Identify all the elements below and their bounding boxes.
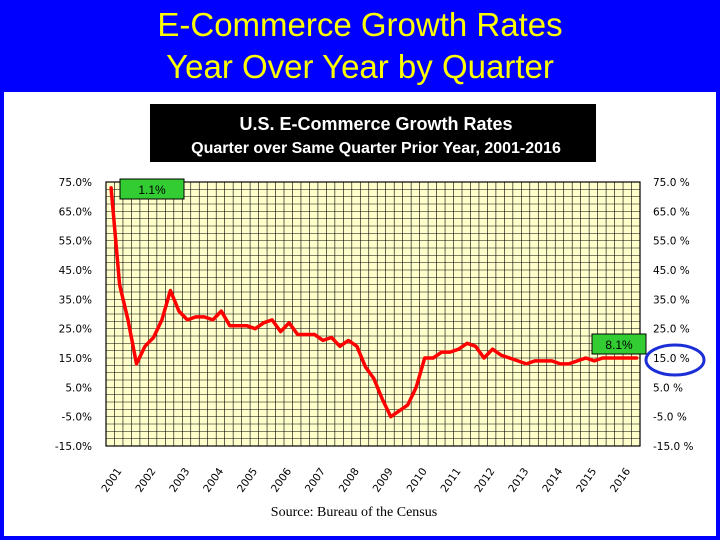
x-tick-label: 2016 bbox=[608, 466, 633, 495]
callout-label-2: 8.1% bbox=[605, 338, 633, 352]
y-tick-label-left: -15.0% bbox=[55, 441, 92, 453]
slide-title-line-1: E-Commerce Growth Rates bbox=[157, 6, 563, 43]
callout-label-1: 1.1% bbox=[138, 183, 166, 197]
chart-title-box bbox=[150, 104, 596, 162]
slide-title: E-Commerce Growth Rates Year Over Year b… bbox=[0, 4, 720, 88]
x-tick-label: 2005 bbox=[235, 466, 260, 495]
x-tick-label: 2008 bbox=[337, 466, 362, 495]
callout-box-2 bbox=[591, 333, 647, 355]
y-tick-label-left: 65.0% bbox=[59, 206, 92, 218]
callout-box-1 bbox=[119, 178, 185, 200]
y-tick-label-right: -15.0 % bbox=[653, 441, 694, 453]
x-tick-label: 2013 bbox=[506, 466, 531, 495]
x-tick-label: 2001 bbox=[99, 466, 124, 495]
y-tick-label-right: -5.0 % bbox=[653, 412, 687, 424]
x-tick-label: 2006 bbox=[269, 466, 294, 495]
chart-title: U.S. E-Commerce Growth Rates bbox=[239, 114, 512, 134]
y-tick-label-right: 75.0 % bbox=[653, 177, 690, 189]
chart-subtitle: Quarter over Same Quarter Prior Year, 20… bbox=[191, 140, 561, 157]
x-tick-label: 2012 bbox=[472, 466, 497, 495]
x-tick-label: 2010 bbox=[405, 466, 430, 495]
y-tick-label-right: 5.0 % bbox=[653, 382, 683, 394]
y-tick-label-right: 45.0 % bbox=[653, 265, 690, 277]
x-tick-label: 2009 bbox=[371, 466, 396, 495]
y-tick-label-left: 35.0% bbox=[59, 294, 92, 306]
plot-border bbox=[105, 181, 641, 447]
growth-rate-line bbox=[109, 186, 639, 419]
y-tick-label-left: 15.0% bbox=[59, 353, 92, 365]
y-tick-label-right: 25.0 % bbox=[653, 324, 690, 336]
chart-source: Source: Bureau of the Census bbox=[271, 505, 437, 520]
y-tick-label-left: -5.0% bbox=[62, 412, 92, 424]
slide-title-line-2: Year Over Year by Quarter bbox=[166, 48, 554, 85]
x-tick-label: 2014 bbox=[540, 466, 565, 495]
y-tick-label-left: 45.0% bbox=[59, 265, 92, 277]
y-tick-label-right: 15.0 % bbox=[653, 353, 690, 365]
x-tick-label: 2002 bbox=[133, 466, 158, 495]
x-tick-label: 2004 bbox=[201, 466, 226, 495]
x-tick-label: 2011 bbox=[438, 466, 463, 495]
y-tick-label-left: 25.0% bbox=[59, 324, 92, 336]
y-tick-label-right: 65.0 % bbox=[653, 206, 690, 218]
y-tick-label-left: 55.0% bbox=[59, 236, 92, 248]
x-tick-label: 2003 bbox=[167, 466, 192, 495]
x-tick-label: 2007 bbox=[303, 466, 328, 495]
highlight-circle bbox=[644, 343, 706, 377]
x-tick-label: 2015 bbox=[574, 466, 599, 495]
y-tick-label-right: 35.0 % bbox=[653, 294, 690, 306]
chart-panel: U.S. E-Commerce Growth Rates Quarter ove… bbox=[4, 92, 716, 536]
y-tick-label-left: 75.0% bbox=[59, 177, 92, 189]
y-tick-label-right: 55.0 % bbox=[653, 236, 690, 248]
y-tick-label-left: 5.0% bbox=[65, 382, 92, 394]
growth-rate-chart: U.S. E-Commerce Growth Rates Quarter ove… bbox=[55, 104, 706, 520]
